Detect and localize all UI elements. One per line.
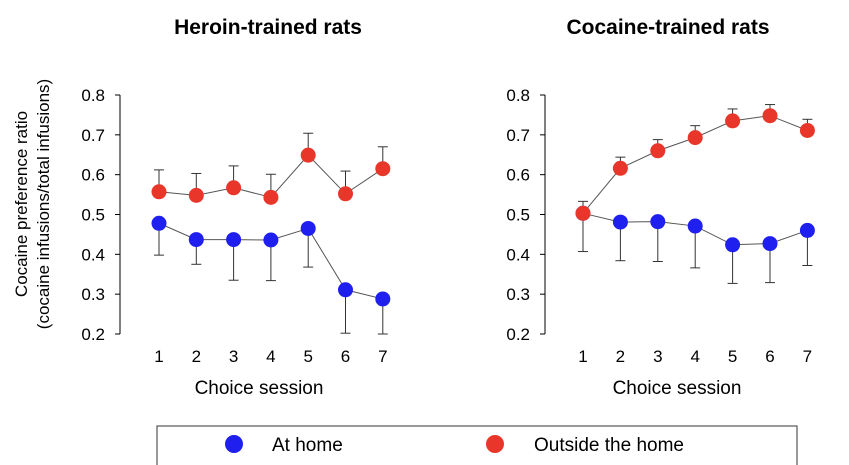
legend-marker-outside-home: [486, 435, 504, 453]
x-tick-label: 5: [728, 347, 737, 366]
y-tick-label: 0.7: [81, 126, 105, 145]
data-point: [338, 186, 353, 202]
y-tick-label: 0.7: [506, 126, 530, 145]
y-tick-label: 0.2: [81, 325, 105, 344]
data-point: [762, 108, 778, 124]
x-tick-label: 3: [653, 347, 662, 366]
data-point: [300, 147, 316, 163]
y-tick-label: 0.6: [506, 166, 530, 185]
y-axis-label-line1: Cocaine preference ratio: [12, 111, 31, 297]
data-point: [263, 189, 279, 205]
data-point: [300, 220, 316, 236]
data-point: [612, 160, 628, 176]
data-point: [151, 215, 167, 231]
legend: At home Outside the home: [156, 425, 798, 465]
data-point: [687, 218, 703, 234]
y-tick-label: 0.3: [81, 285, 105, 304]
data-point: [375, 161, 391, 177]
x-tick-label: 4: [690, 347, 699, 366]
x-tick-label: 7: [803, 347, 812, 366]
data-point: [226, 232, 242, 248]
data-point: [575, 205, 591, 221]
data-point: [612, 214, 628, 230]
data-point: [188, 187, 204, 203]
chart-panel-heroin: Heroin-trained rats Choice session 0.2 0.…: [81, 16, 391, 399]
data-point: [188, 232, 204, 248]
y-tick-label: 0.8: [506, 86, 530, 105]
y-tick-label: 0.4: [81, 245, 105, 264]
x-tick-label: 6: [765, 347, 774, 366]
data-point: [263, 232, 279, 248]
chart-title: Heroin-trained rats: [174, 16, 362, 39]
data-point: [725, 237, 741, 253]
y-tick-label: 0.8: [81, 86, 105, 105]
y-tick-label: 0.6: [81, 166, 105, 185]
y-tick-label: 0.4: [506, 245, 530, 264]
legend-box: [156, 425, 798, 465]
data-point: [151, 184, 167, 200]
x-tick-label: 1: [154, 347, 163, 366]
x-tick-label: 6: [341, 347, 350, 366]
data-point: [799, 122, 815, 138]
y-tick-label: 0.3: [506, 285, 530, 304]
y-tick-label: 0.5: [81, 206, 105, 225]
data-point: [725, 113, 741, 129]
x-axis-label: Choice session: [195, 378, 324, 399]
data-point: [687, 130, 703, 146]
x-axis-label: Choice session: [613, 378, 742, 399]
x-tick-label: 5: [303, 347, 312, 366]
x-tick-label: 7: [378, 347, 387, 366]
y-tick-label: 0.5: [506, 206, 530, 225]
data-point: [226, 180, 242, 196]
x-tick-label: 4: [266, 347, 275, 366]
data-point: [650, 143, 666, 159]
legend-marker-at-home: [225, 435, 243, 453]
x-tick-label: 2: [616, 347, 625, 366]
x-tick-label: 1: [578, 347, 587, 366]
legend-label-at-home: At home: [272, 435, 343, 456]
data-point: [762, 236, 778, 252]
y-tick-label: 0.2: [506, 325, 530, 344]
x-tick-label: 3: [229, 347, 238, 366]
chart-title: Cocaine-trained rats: [566, 16, 769, 39]
x-tick-label: 2: [192, 347, 201, 366]
y-axis-label-line2: (cocaine infusions/total infusions): [34, 79, 53, 329]
chart-panel-cocaine: Cocaine-trained rats Choice session 0.2 0…: [506, 16, 815, 399]
y-axis-label: Cocaine preference ratio (cocaine infusi…: [12, 79, 53, 329]
legend-label-outside-home: Outside the home: [534, 435, 684, 456]
data-point: [650, 214, 666, 230]
data-point: [338, 282, 353, 298]
data-point: [375, 291, 391, 307]
data-point: [799, 222, 815, 238]
